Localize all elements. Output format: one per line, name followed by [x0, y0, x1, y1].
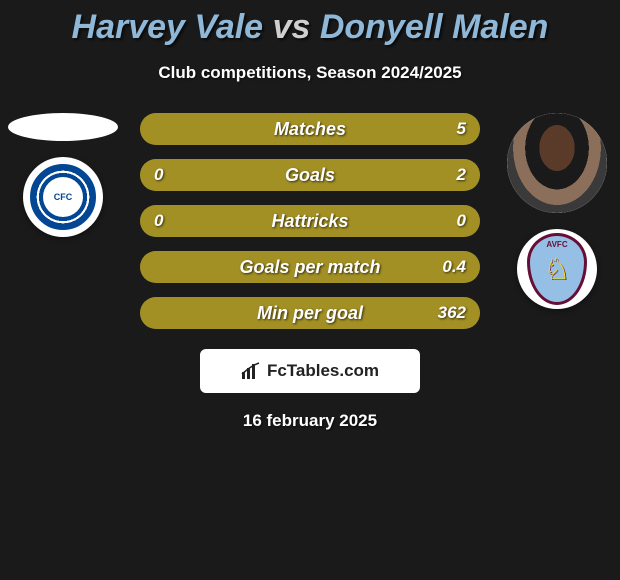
source-text: FcTables.com: [267, 361, 379, 381]
villa-lion-icon: ♘: [544, 252, 571, 287]
villa-badge-icon: AVFC ♘: [527, 233, 587, 305]
stat-row: 0.4Goals per match: [140, 251, 480, 283]
stat-label: Goals per match: [140, 251, 480, 283]
player1-club-badge: CFC: [23, 157, 103, 237]
player2-face-icon: [507, 113, 607, 213]
player1-name: Harvey Vale: [72, 8, 264, 46]
player2-club-badge: AVFC ♘: [517, 229, 597, 309]
source-box: FcTables.com: [200, 349, 420, 393]
stat-label: Matches: [140, 113, 480, 145]
player2-name: Donyell Malen: [320, 8, 549, 46]
comparison-title: Harvey Vale vs Donyell Malen: [0, 0, 620, 47]
player2-avatar: [507, 113, 607, 213]
player2-column: AVFC ♘: [502, 113, 612, 309]
comparison-content: CFC AVFC ♘ 5Matches 02Goals 00Hattricks 0.4…: [0, 113, 620, 329]
chelsea-badge-inner: CFC: [43, 177, 83, 217]
player1-column: CFC: [8, 113, 118, 237]
stat-label: Hattricks: [140, 205, 480, 237]
stat-row: 02Goals: [140, 159, 480, 191]
stat-row: 362Min per goal: [140, 297, 480, 329]
stat-label: Goals: [140, 159, 480, 191]
chart-icon: [241, 362, 261, 380]
villa-badge-abbr: AVFC: [530, 240, 584, 249]
stat-row: 00Hattricks: [140, 205, 480, 237]
player1-avatar: [8, 113, 118, 141]
stat-label: Min per goal: [140, 297, 480, 329]
subtitle: Club competitions, Season 2024/2025: [0, 63, 620, 83]
vs-text: vs: [273, 8, 311, 46]
footer-date: 16 february 2025: [0, 411, 620, 431]
chelsea-badge-icon: CFC: [30, 164, 96, 230]
stat-row: 5Matches: [140, 113, 480, 145]
stat-bars: 5Matches 02Goals 00Hattricks 0.4Goals per m…: [140, 113, 480, 329]
